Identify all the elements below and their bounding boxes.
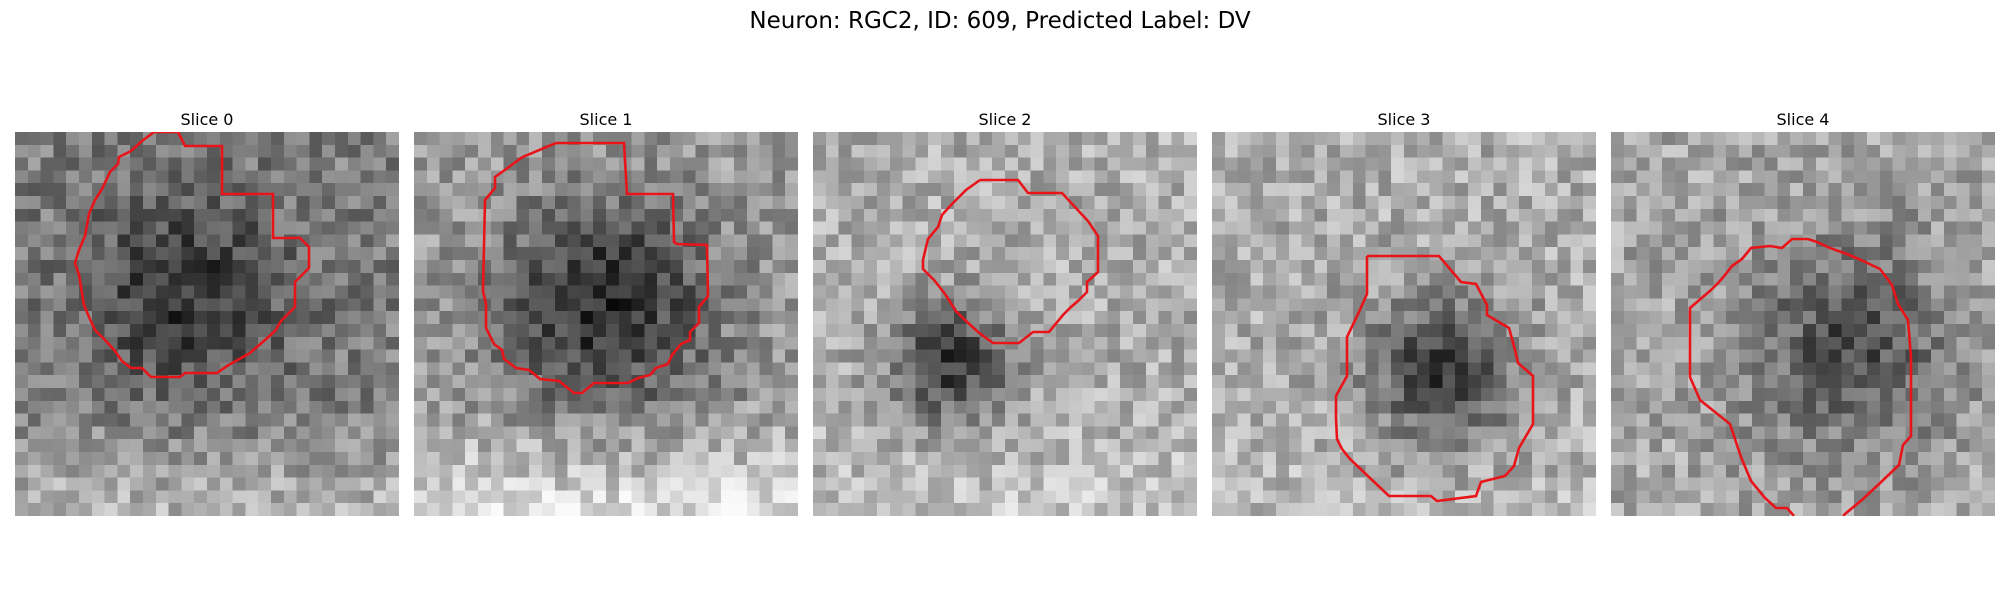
slice-3-contour: [1334, 254, 1535, 503]
slice-2-panel: Slice 2: [813, 109, 1197, 516]
slice-4-image: [1611, 132, 1995, 516]
slice-2-contour: [921, 178, 1100, 345]
slice-1-title: Slice 1: [579, 110, 633, 129]
slice-1-panel: Slice 1: [414, 109, 798, 516]
slice-4-panel: Slice 4: [1611, 109, 1995, 516]
slice-4-contour: [1688, 237, 1913, 516]
slice-0-contour-layer: [73, 132, 311, 379]
slice-1-contour: [481, 141, 710, 395]
slice-0-contour: [73, 132, 311, 379]
slice-3-image: [1212, 132, 1596, 516]
slice-3-title: Slice 3: [1377, 110, 1431, 129]
slice-0-image: [15, 132, 399, 516]
slice-1-image: [414, 132, 798, 516]
slice-3-panel: Slice 3: [1212, 109, 1596, 516]
slice-2-contour-layer: [921, 178, 1100, 345]
slice-2-image: [813, 132, 1197, 516]
slice-4-title: Slice 4: [1776, 110, 1830, 129]
slice-0-panel: Slice 0: [15, 109, 399, 516]
slice-3-contour-layer: [1334, 254, 1535, 503]
slice-2-title: Slice 2: [978, 110, 1032, 129]
figure-title: Neuron: RGC2, ID: 609, Predicted Label: …: [749, 8, 1251, 34]
slice-4-contour-layer: [1688, 237, 1913, 516]
slice-0-title: Slice 0: [180, 110, 234, 129]
slice-1-contour-layer: [481, 141, 710, 395]
